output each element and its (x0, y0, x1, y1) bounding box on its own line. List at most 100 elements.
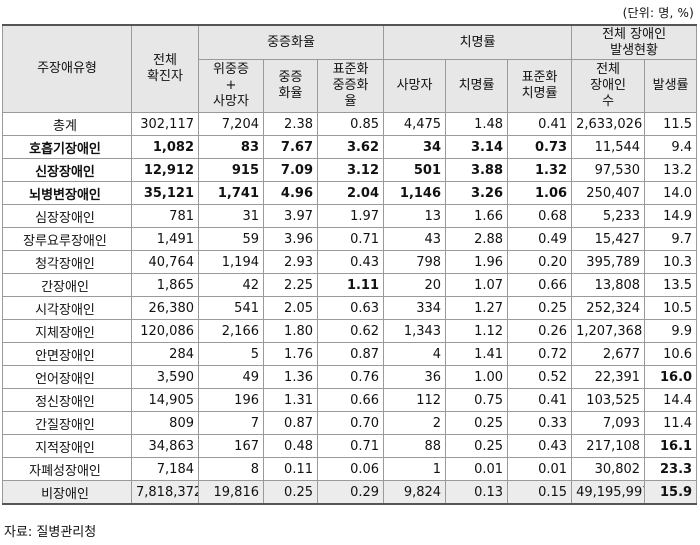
row-name: 시각장애인 (2, 296, 132, 320)
cell-severe-dead: 59 (198, 227, 264, 251)
cell-fatal-rate: 1.12 (445, 319, 509, 343)
cell-std-severe: 1.97 (316, 204, 385, 228)
header-disabled-group: 전체 장애인 발생현황 (571, 24, 698, 60)
cell-fatal-rate: 1.07 (445, 273, 509, 297)
header-std-fatal: 표준화 치명률 (507, 59, 573, 113)
cell-incidence: 10.6 (644, 342, 698, 366)
cell-confirmed: 26,380 (131, 296, 199, 320)
row-name: 장루요루장애인 (2, 227, 132, 251)
row-name: 지체장애인 (2, 319, 132, 343)
cell-severe-dead: 19,816 (198, 480, 264, 505)
cell-disabled-total: 97,530 (571, 158, 646, 182)
cell-deaths: 4,475 (383, 112, 447, 136)
cell-deaths: 34 (383, 135, 447, 159)
cell-std-fatal: 0.25 (507, 296, 573, 320)
cell-incidence: 14.0 (644, 181, 698, 205)
cell-std-fatal: 0.43 (507, 434, 573, 458)
cell-disabled-total: 7,093 (571, 411, 646, 435)
cell-confirmed: 40,764 (131, 250, 199, 274)
cell-severe-rate: 0.48 (263, 434, 318, 458)
cell-std-fatal: 0.26 (507, 319, 573, 343)
header-confirmed: 전체 확진자 (131, 24, 199, 113)
cell-disabled-total: 395,789 (571, 250, 646, 274)
table-row: 지적장애인 34,863 167 0.48 0.71 88 0.25 0.43 … (2, 434, 698, 458)
cell-deaths: 43 (383, 227, 447, 251)
cell-confirmed: 1,082 (131, 135, 199, 159)
cell-incidence: 9.4 (644, 135, 698, 159)
row-name: 자폐성장애인 (2, 457, 132, 481)
cell-deaths: 1,146 (383, 181, 447, 205)
cell-disabled-total: 22,391 (571, 365, 646, 389)
table-row: 신장장애인 12,912 915 7.09 3.12 501 3.88 1.32… (2, 158, 698, 182)
cell-deaths: 20 (383, 273, 447, 297)
cell-fatal-rate: 3.26 (445, 181, 509, 205)
cell-disabled-total: 250,407 (571, 181, 646, 205)
unit-note: (단위: 명, %) (622, 6, 694, 20)
cell-disabled-total: 217,108 (571, 434, 646, 458)
cell-severe-rate: 1.31 (263, 388, 318, 412)
cell-fatal-rate: 1.00 (445, 365, 509, 389)
cell-severe-dead: 83 (198, 135, 264, 159)
cell-incidence: 16.0 (644, 365, 698, 389)
cell-incidence: 9.9 (644, 319, 698, 343)
table-row: 정신장애인 14,905 196 1.31 0.66 112 0.75 0.41… (2, 388, 698, 412)
cell-incidence: 15.9 (644, 480, 698, 505)
cell-severe-rate: 1.76 (263, 342, 318, 366)
cell-confirmed: 809 (131, 411, 199, 435)
cell-severe-rate: 3.96 (263, 227, 318, 251)
cell-confirmed: 1,865 (131, 273, 199, 297)
cell-severe-dead: 5 (198, 342, 264, 366)
table-row: 호흡기장애인 1,082 83 7.67 3.62 34 3.14 0.73 1… (2, 135, 698, 159)
cell-std-fatal: 0.41 (507, 112, 573, 136)
cell-deaths: 9,824 (383, 480, 447, 505)
table-row: 간장애인 1,865 42 2.25 1.11 20 1.07 0.66 13,… (2, 273, 698, 297)
cell-fatal-rate: 0.01 (445, 457, 509, 481)
cell-confirmed: 7,818,372 (131, 480, 199, 505)
cell-severe-dead: 49 (198, 365, 264, 389)
cell-incidence: 14.4 (644, 388, 698, 412)
cell-fatal-rate: 1.41 (445, 342, 509, 366)
row-name: 총계 (2, 112, 132, 136)
row-name: 정신장애인 (2, 388, 132, 412)
header-severe-group: 중증화율 (197, 24, 385, 60)
cell-std-fatal: 1.06 (507, 181, 573, 205)
cell-confirmed: 12,912 (131, 158, 199, 182)
table-row: 안면장애인 284 5 1.76 0.87 4 1.41 0.72 2,677 … (2, 342, 698, 366)
cell-deaths: 88 (383, 434, 447, 458)
cell-fatal-rate: 0.75 (445, 388, 509, 412)
cell-fatal-rate: 3.88 (445, 158, 509, 182)
cell-severe-dead: 1,741 (198, 181, 264, 205)
cell-std-severe: 0.76 (316, 365, 385, 389)
cell-severe-rate: 1.36 (263, 365, 318, 389)
cell-std-severe: 2.04 (316, 181, 385, 205)
cell-severe-dead: 915 (198, 158, 264, 182)
header-deaths: 사망자 (383, 59, 447, 113)
cell-std-severe: 3.62 (316, 135, 385, 159)
cell-std-fatal: 0.01 (507, 457, 573, 481)
table-row: 뇌병변장애인 35,121 1,741 4.96 2.04 1,146 3.26… (2, 181, 698, 205)
cell-incidence: 9.7 (644, 227, 698, 251)
cell-severe-dead: 42 (198, 273, 264, 297)
header-incidence: 발생률 (644, 59, 698, 113)
cell-confirmed: 35,121 (131, 181, 199, 205)
cell-fatal-rate: 2.88 (445, 227, 509, 251)
table-row: 비장애인 7,818,372 19,816 0.25 0.29 9,824 0.… (2, 480, 698, 505)
cell-std-severe: 1.11 (316, 273, 385, 297)
table-row: 간질장애인 809 7 0.87 0.70 2 0.25 0.33 7,093 … (2, 411, 698, 435)
table-row: 장루요루장애인 1,491 59 3.96 0.71 43 2.88 0.49 … (2, 227, 698, 251)
cell-severe-rate: 7.09 (263, 158, 318, 182)
cell-severe-rate: 2.93 (263, 250, 318, 274)
cell-severe-dead: 8 (198, 457, 264, 481)
cell-std-severe: 0.66 (316, 388, 385, 412)
row-name: 비장애인 (2, 480, 132, 505)
row-name: 지적장애인 (2, 434, 132, 458)
cell-std-severe: 3.12 (316, 158, 385, 182)
cell-severe-dead: 7,204 (198, 112, 264, 136)
cell-std-fatal: 0.15 (507, 480, 573, 505)
cell-disabled-total: 15,427 (571, 227, 646, 251)
cell-severe-dead: 2,166 (198, 319, 264, 343)
cell-incidence: 10.5 (644, 296, 698, 320)
cell-confirmed: 284 (131, 342, 199, 366)
cell-severe-dead: 196 (198, 388, 264, 412)
cell-fatal-rate: 0.25 (445, 434, 509, 458)
